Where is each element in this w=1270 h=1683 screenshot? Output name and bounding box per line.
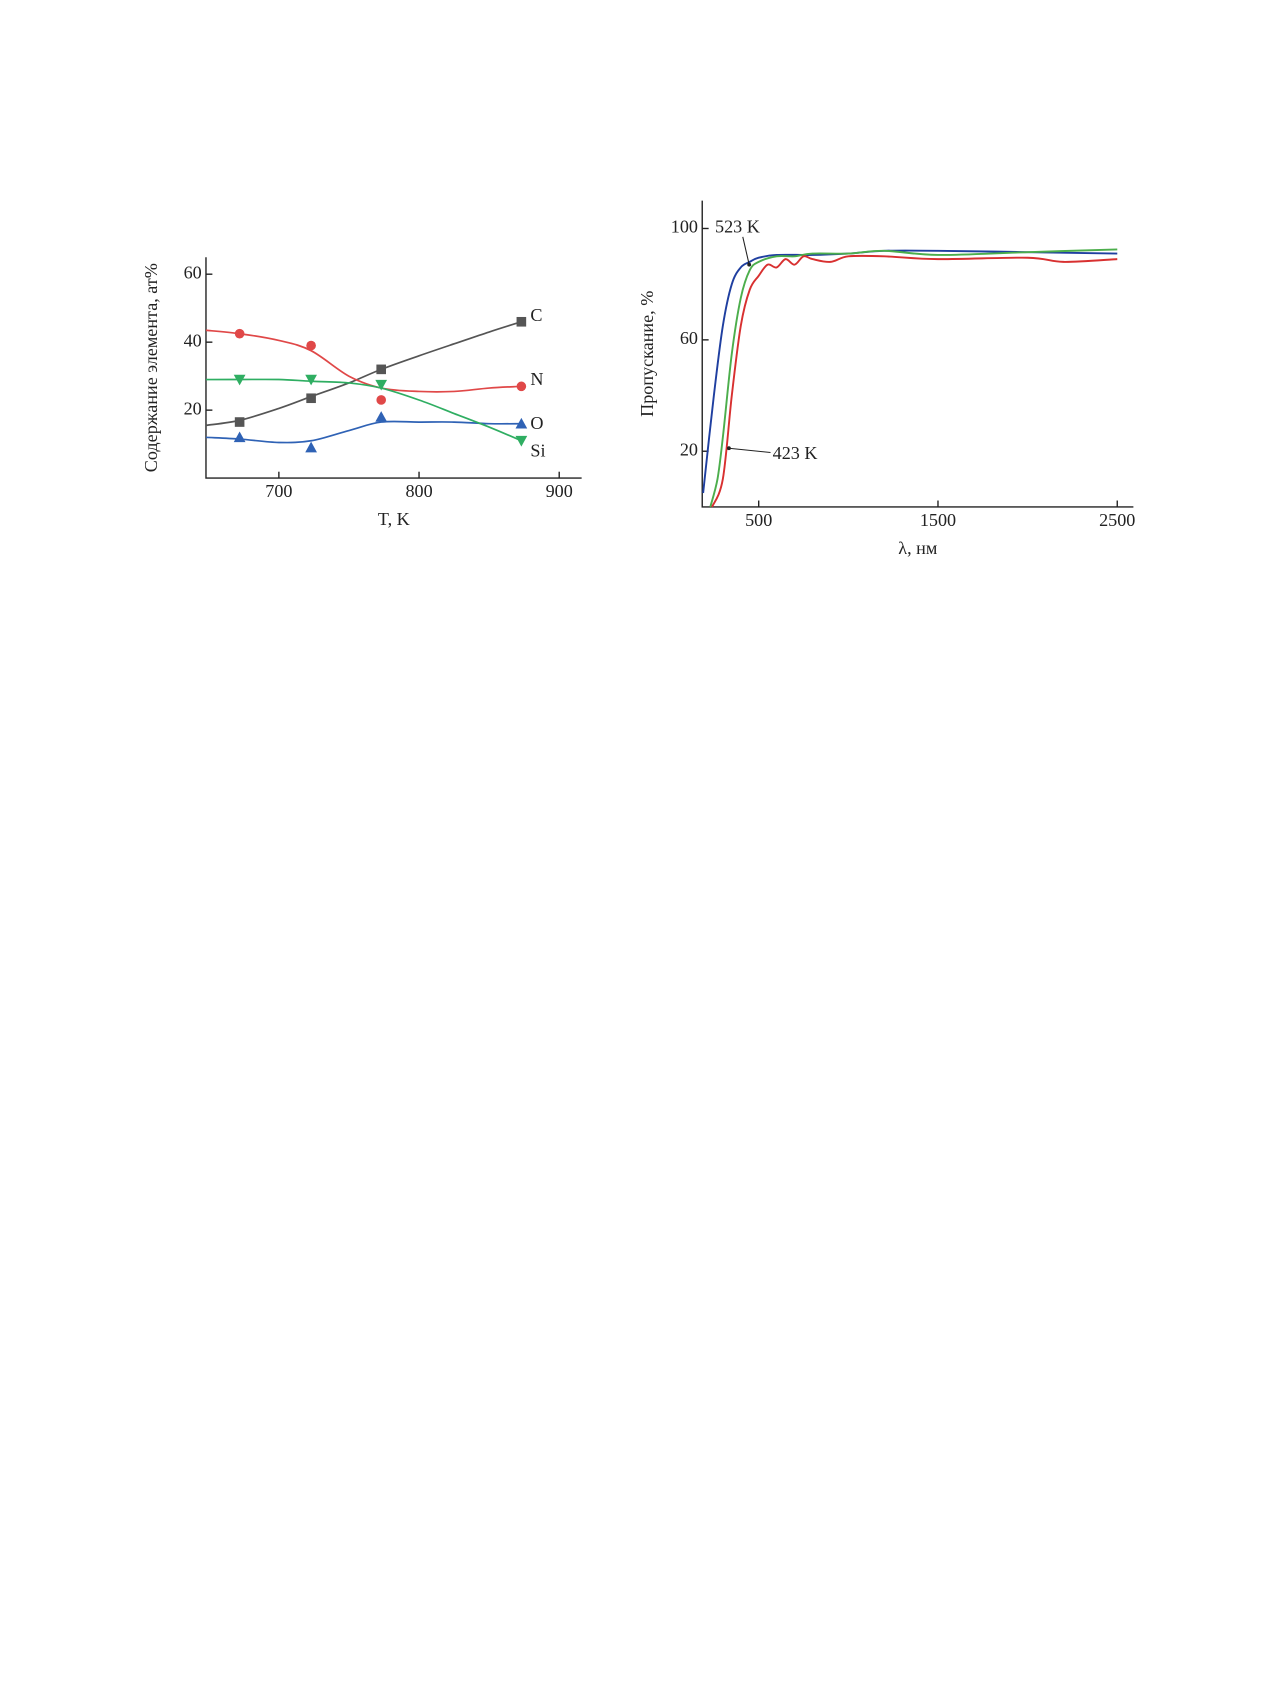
marker	[233, 374, 246, 386]
marker	[306, 393, 316, 404]
axes	[205, 257, 582, 479]
marker	[305, 374, 317, 386]
y-tick-label: 40	[184, 330, 202, 350]
marker	[516, 381, 527, 392]
marker	[515, 417, 528, 429]
spectrum-line	[709, 248, 1118, 508]
fit-line	[205, 320, 522, 427]
y-tick-label: 20	[184, 398, 202, 418]
fit-line	[205, 378, 522, 442]
marker	[375, 411, 388, 422]
annotation-arrow	[728, 447, 771, 454]
marker	[516, 316, 527, 327]
x-tick-label: 2500	[1099, 510, 1135, 530]
x-tick-label: 800	[405, 481, 432, 501]
x-tick-label: 900	[546, 481, 573, 501]
series-label: O	[530, 413, 543, 433]
marker	[376, 395, 386, 405]
x-tick-label: 500	[745, 510, 772, 530]
x-tick-label: 700	[265, 481, 292, 501]
marker	[306, 340, 316, 351]
series-label: N	[530, 369, 543, 389]
x-tick-label: 1500	[920, 510, 956, 530]
fit-line	[205, 329, 522, 393]
y-axis-label: Пропускание, %	[637, 291, 657, 417]
marker	[376, 364, 386, 375]
y-tick-label: 20	[680, 439, 698, 459]
annotation-arrow	[742, 236, 750, 265]
marker	[305, 441, 317, 453]
y-tick-label: 60	[184, 262, 202, 282]
spectrum-line	[702, 249, 1118, 494]
arrow-head	[726, 446, 731, 451]
spectrum-line	[711, 254, 1118, 508]
series-label: 423 K	[773, 443, 818, 463]
marker	[233, 431, 246, 443]
marker	[234, 328, 245, 339]
y-axis-label: Содержание элемента, ат%	[141, 263, 161, 472]
y-tick-label: 60	[680, 328, 698, 348]
y-tick-label: 100	[671, 217, 698, 237]
series-label: 523 K	[715, 217, 760, 237]
series-label: Si	[530, 441, 545, 461]
x-axis-label: λ, нм	[898, 538, 938, 558]
series-label: C	[530, 305, 542, 325]
axes	[701, 200, 1134, 508]
x-axis-label: T, K	[378, 509, 410, 529]
arrow-head	[747, 262, 752, 267]
marker	[515, 435, 528, 447]
marker	[375, 379, 388, 391]
fit-line	[205, 420, 522, 444]
marker	[234, 417, 245, 427]
